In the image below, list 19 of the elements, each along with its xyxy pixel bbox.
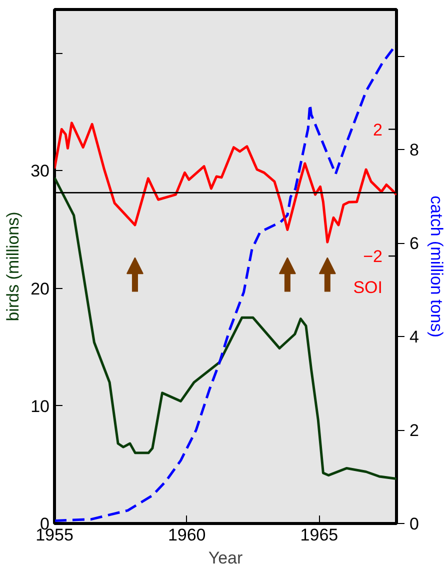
y2-tick-label: 4 xyxy=(410,328,419,347)
y2-tick-label: 0 xyxy=(410,514,419,534)
y3-tick-label: 2 xyxy=(373,120,383,140)
y-axis-title: birds (millions) xyxy=(4,212,23,322)
x-axis-title: Year xyxy=(208,548,244,568)
y-tick-label: 30 xyxy=(30,162,50,181)
x-tick-label: 1965 xyxy=(300,526,338,544)
y2-tick-label: 2 xyxy=(410,421,419,440)
line-series xyxy=(54,176,396,480)
y3-tick-label: −2 xyxy=(363,247,383,266)
line-series xyxy=(54,42,396,522)
y2-axis-title: catch (million tons) xyxy=(426,196,446,338)
y2-tick-label: 8 xyxy=(410,140,419,160)
x-tick-label: 1960 xyxy=(168,526,206,544)
y3-axis-title: SOI xyxy=(353,278,383,298)
line-series xyxy=(54,122,396,244)
y-tick-label: 10 xyxy=(30,396,50,416)
y2-tick-label: 6 xyxy=(410,234,419,254)
y-tick-label: 20 xyxy=(30,279,50,298)
